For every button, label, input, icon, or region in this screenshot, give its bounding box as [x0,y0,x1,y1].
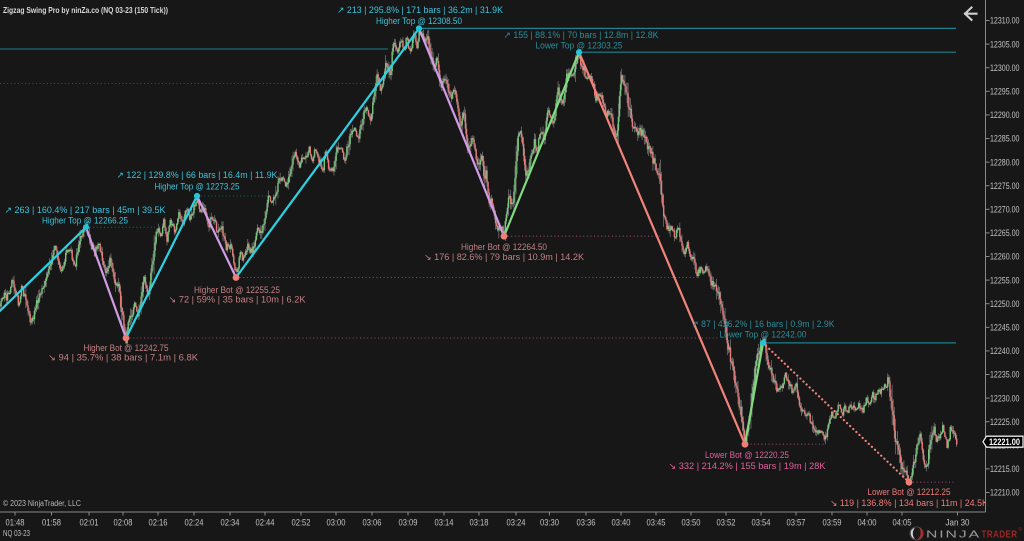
svg-text:12310.00: 12310.00 [990,16,1020,26]
svg-text:Higher Top @ 12273.25: Higher Top @ 12273.25 [155,182,240,192]
svg-text:03:00: 03:00 [327,518,346,528]
svg-text:Higher Bot @ 12242.75: Higher Bot @ 12242.75 [84,343,169,353]
svg-text:03:06: 03:06 [363,518,382,528]
svg-text:12270.00: 12270.00 [990,205,1020,215]
svg-text:NQ 03-23: NQ 03-23 [3,529,30,538]
svg-text:03:18: 03:18 [470,518,489,528]
svg-text:↗ 87 | 426.2% | 16 bars |: ↗ 87 | 426.2% | 16 bars | 0.9m | 2.9K [692,319,835,329]
svg-text:12235.00: 12235.00 [990,370,1020,380]
svg-text:12275.00: 12275.00 [990,181,1020,191]
svg-text:↘ 119 | 136.8% | 134 bars: ↘ 119 | 136.8% | 134 bars | 11m | 24.5K [830,498,988,508]
svg-text:↘ 72 | 59% | 35 bars | 1: ↘ 72 | 59% | 35 bars | 10m | 6.2K [169,295,306,305]
svg-text:Higher Top @ 12266.25: Higher Top @ 12266.25 [42,216,128,226]
svg-text:01:48: 01:48 [6,518,25,528]
svg-text:© 2023 NinjaTrader, LLC: © 2023 NinjaTrader, LLC [3,499,81,508]
svg-text:03:54: 03:54 [752,518,771,528]
svg-text:↘ 176 | 82.6% | 79 bars |: ↘ 176 | 82.6% | 79 bars | 10.9m | 14.2K [424,252,584,262]
svg-text:03:09: 03:09 [399,518,418,528]
svg-text:03:57: 03:57 [787,518,806,528]
svg-text:02:44: 02:44 [256,518,275,528]
svg-text:12290.00: 12290.00 [990,110,1020,120]
svg-text:02:08: 02:08 [114,518,133,528]
svg-text:04:05: 04:05 [893,518,912,528]
svg-text:02:34: 02:34 [221,518,240,528]
svg-text:02:52: 02:52 [292,518,311,528]
svg-text:NINJA: NINJA [926,529,981,540]
svg-text:↘ 94 | 35.7% | 38 bars |: ↘ 94 | 35.7% | 38 bars | 7.1m | 6.8K [48,353,198,363]
svg-text:12295.00: 12295.00 [990,87,1020,97]
svg-text:12210.00: 12210.00 [990,488,1020,498]
svg-text:12255.00: 12255.00 [990,275,1020,285]
svg-text:↘ 332 | 214.2% | 155 bars: ↘ 332 | 214.2% | 155 bars | 19m | 28K [669,461,826,471]
svg-text:12250.00: 12250.00 [990,299,1020,309]
svg-text:↗ 213 | 295.8% | 171 bars: ↗ 213 | 295.8% | 171 bars | 36.2m | 31.9… [337,5,503,15]
svg-text:03:40: 03:40 [612,518,631,528]
svg-text:12305.00: 12305.00 [990,39,1020,49]
svg-text:Higher Top @ 12308.50: Higher Top @ 12308.50 [376,16,462,26]
svg-text:12300.00: 12300.00 [990,63,1020,73]
svg-text:02:16: 02:16 [149,518,168,528]
svg-text:↗ 263 | 160.4% | 217 bars: ↗ 263 | 160.4% | 217 bars | 45m | 39.5K [5,205,166,215]
svg-text:Lower Top @ 12242.00: Lower Top @ 12242.00 [720,330,807,340]
svg-text:03:14: 03:14 [435,518,454,528]
svg-text:Zigzag Swing Pro by ninZa.co (: Zigzag Swing Pro by ninZa.co (NQ 03-23 (… [3,6,168,15]
svg-text:↗ 155 | 88.1% | 70 bars |: ↗ 155 | 88.1% | 70 bars | 12.8m | 12.8K [504,30,659,40]
svg-text:03:24: 03:24 [507,518,526,528]
svg-text:02:01: 02:01 [80,518,99,528]
svg-text:12265.00: 12265.00 [990,228,1020,238]
svg-text:Higher Bot @ 12255.25: Higher Bot @ 12255.25 [194,285,280,295]
svg-text:TRADER: TRADER [982,529,1018,540]
svg-text:12230.00: 12230.00 [990,393,1020,403]
svg-text:Jan 30: Jan 30 [946,518,970,528]
svg-text:04:00: 04:00 [858,518,877,528]
svg-text:12260.00: 12260.00 [990,252,1020,262]
svg-text:12280.00: 12280.00 [990,157,1020,167]
svg-text:↗ 122 | 129.8% | 66 bars: ↗ 122 | 129.8% | 66 bars | 16.4m | 11.9K [117,170,278,180]
svg-text:®: ® [1019,526,1023,533]
svg-text:03:52: 03:52 [717,518,736,528]
svg-text:Lower Top @ 12303.25: Lower Top @ 12303.25 [536,40,623,50]
svg-text:Lower Bot @ 12212.25: Lower Bot @ 12212.25 [868,487,951,497]
svg-text:02:24: 02:24 [185,518,204,528]
svg-text:12245.00: 12245.00 [990,323,1020,333]
svg-text:12215.00: 12215.00 [990,464,1020,474]
svg-text:03:59: 03:59 [823,518,842,528]
svg-text:12225.00: 12225.00 [990,417,1020,427]
svg-text:01:58: 01:58 [42,518,61,528]
svg-text:Lower Bot @ 12220.25: Lower Bot @ 12220.25 [705,450,789,460]
svg-text:03:30: 03:30 [540,518,559,528]
svg-text:03:50: 03:50 [682,518,701,528]
svg-text:12285.00: 12285.00 [990,134,1020,144]
svg-text:12221.00: 12221.00 [989,437,1020,447]
svg-text:03:36: 03:36 [577,518,596,528]
svg-text:12240.00: 12240.00 [990,346,1020,356]
svg-text:Higher Bot @ 12264.50: Higher Bot @ 12264.50 [461,242,547,252]
svg-text:03:45: 03:45 [647,518,666,528]
